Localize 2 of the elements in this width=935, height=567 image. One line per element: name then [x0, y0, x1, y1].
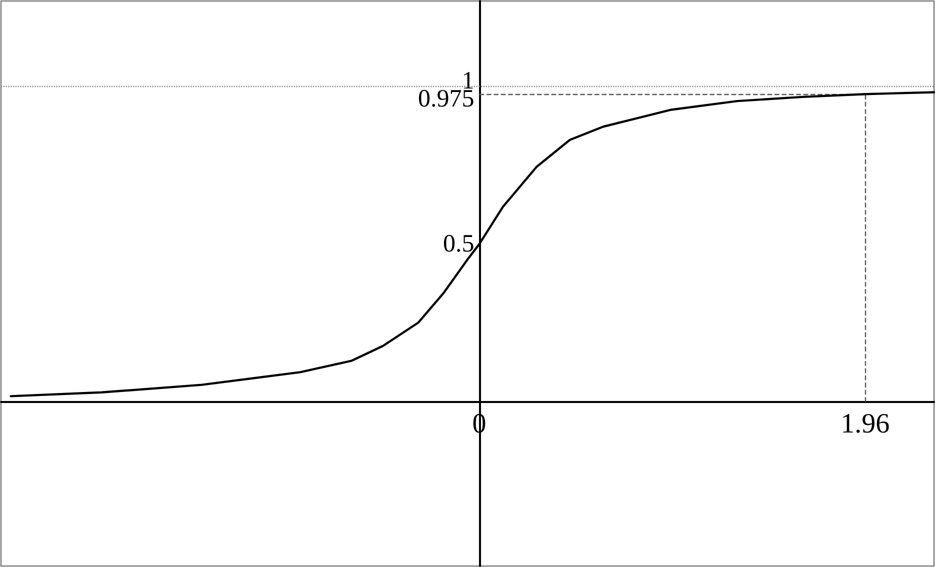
- y-tick-label: 0.5: [443, 230, 474, 258]
- x-tick-label: 1.96: [840, 408, 890, 440]
